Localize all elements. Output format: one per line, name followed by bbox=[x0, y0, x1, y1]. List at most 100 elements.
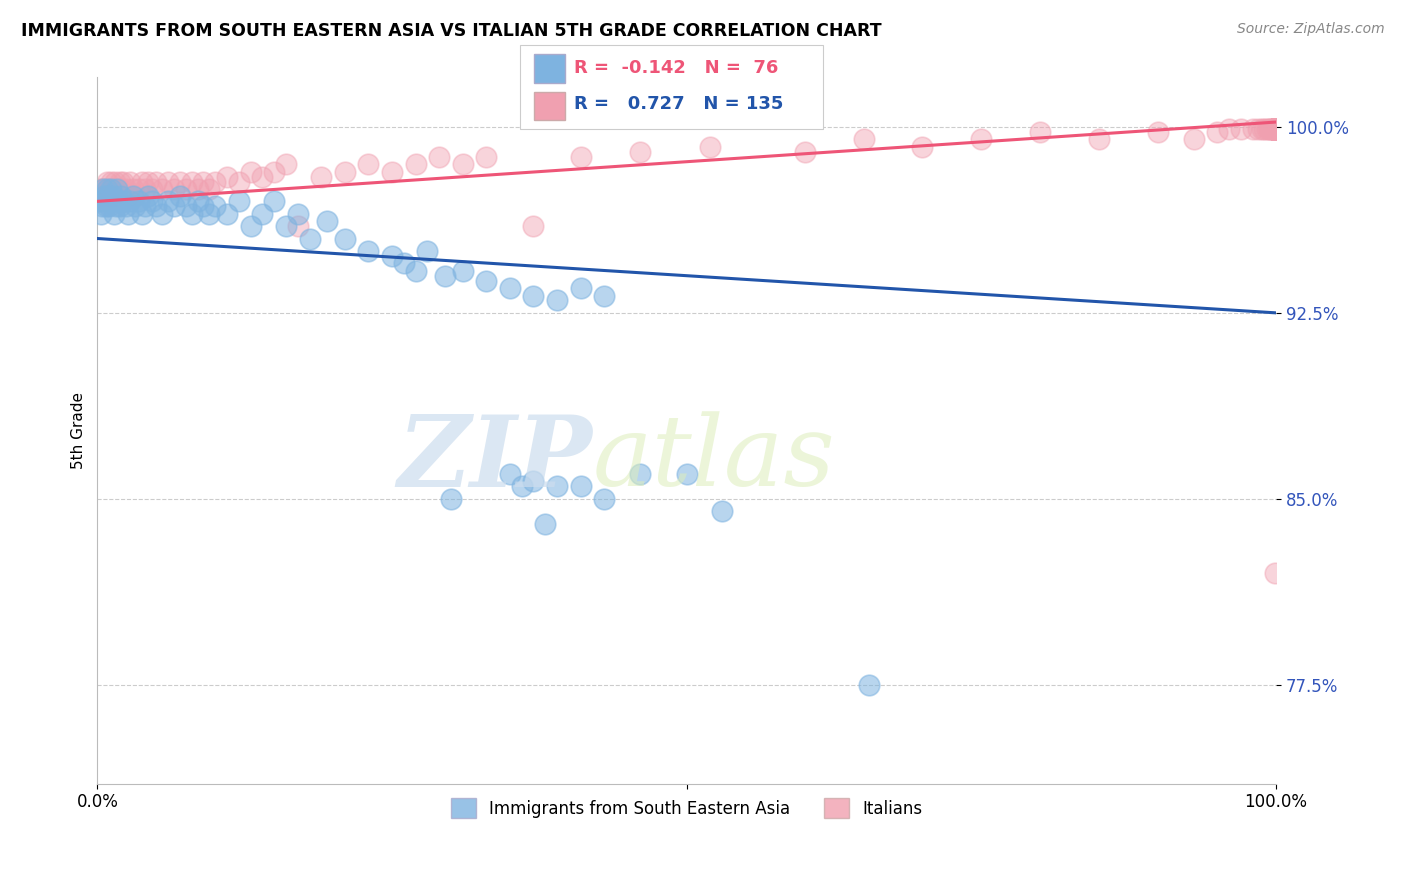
Point bbox=[522, 475, 544, 489]
Point bbox=[110, 189, 132, 203]
Point bbox=[1218, 122, 1240, 136]
Point bbox=[180, 207, 202, 221]
Point bbox=[1264, 122, 1286, 136]
Point bbox=[1264, 122, 1286, 136]
Point bbox=[1206, 125, 1229, 139]
Point bbox=[1264, 122, 1286, 136]
Point bbox=[1264, 122, 1286, 136]
Point bbox=[1247, 122, 1270, 136]
Point bbox=[136, 189, 159, 203]
Point bbox=[180, 175, 202, 189]
Point bbox=[104, 175, 127, 189]
Point bbox=[98, 199, 121, 213]
Point bbox=[1260, 122, 1282, 136]
Point bbox=[1264, 122, 1286, 136]
Point bbox=[1264, 122, 1286, 136]
Point bbox=[546, 479, 568, 493]
Point bbox=[1264, 122, 1286, 136]
Text: ZIP: ZIP bbox=[398, 410, 592, 507]
Point bbox=[569, 479, 592, 493]
Point bbox=[475, 150, 498, 164]
Point bbox=[1264, 122, 1286, 136]
Point bbox=[145, 175, 167, 189]
Point bbox=[1264, 122, 1286, 136]
Point bbox=[381, 164, 404, 178]
Point bbox=[97, 182, 120, 196]
Point bbox=[93, 182, 115, 196]
Point bbox=[316, 214, 339, 228]
Point bbox=[174, 182, 197, 196]
Point bbox=[91, 199, 114, 213]
Point bbox=[434, 268, 457, 283]
Point bbox=[1264, 122, 1286, 136]
Point bbox=[1229, 122, 1251, 136]
Point bbox=[970, 132, 993, 146]
Point bbox=[112, 194, 135, 209]
Point bbox=[105, 189, 128, 203]
Text: atlas: atlas bbox=[592, 411, 835, 507]
Point bbox=[628, 145, 651, 159]
Point bbox=[311, 169, 333, 184]
Point bbox=[1264, 122, 1286, 136]
Point bbox=[128, 182, 150, 196]
Point bbox=[1251, 122, 1274, 136]
Point bbox=[228, 175, 250, 189]
Point bbox=[593, 288, 616, 302]
Point bbox=[1264, 122, 1286, 136]
Point bbox=[108, 175, 131, 189]
Point bbox=[699, 140, 721, 154]
Point bbox=[1263, 122, 1285, 136]
Point bbox=[440, 491, 463, 506]
Point bbox=[1264, 122, 1286, 136]
Point bbox=[141, 194, 163, 209]
Point bbox=[124, 189, 146, 203]
Point bbox=[94, 189, 117, 203]
Point bbox=[510, 479, 533, 493]
Point bbox=[1263, 122, 1285, 136]
Point bbox=[1264, 122, 1286, 136]
Point bbox=[499, 467, 522, 481]
Point bbox=[522, 288, 544, 302]
Text: R =  -0.142   N =  76: R = -0.142 N = 76 bbox=[574, 59, 778, 77]
Point bbox=[157, 175, 180, 189]
Point bbox=[169, 175, 191, 189]
Point bbox=[1263, 122, 1285, 136]
Point bbox=[174, 199, 197, 213]
Point bbox=[100, 182, 122, 196]
Point bbox=[499, 281, 522, 295]
Point bbox=[793, 145, 815, 159]
Point bbox=[252, 207, 274, 221]
Point bbox=[546, 293, 568, 308]
Point bbox=[287, 219, 309, 234]
Point bbox=[1253, 122, 1275, 136]
Point bbox=[1264, 122, 1286, 136]
Point bbox=[239, 219, 262, 234]
Point bbox=[163, 182, 186, 196]
Point bbox=[1264, 122, 1286, 136]
Point bbox=[93, 189, 115, 203]
Point bbox=[204, 175, 226, 189]
Point bbox=[1264, 122, 1286, 136]
Point bbox=[98, 189, 121, 203]
Point bbox=[101, 189, 124, 203]
Point bbox=[1264, 122, 1286, 136]
Point bbox=[193, 175, 215, 189]
Point bbox=[1264, 122, 1286, 136]
Point bbox=[157, 194, 180, 209]
Point bbox=[1241, 122, 1264, 136]
Point bbox=[107, 194, 129, 209]
Point bbox=[91, 194, 114, 209]
Point bbox=[1264, 122, 1286, 136]
Point bbox=[96, 182, 118, 196]
Point bbox=[1256, 122, 1278, 136]
Point bbox=[357, 244, 380, 258]
Point bbox=[416, 244, 439, 258]
Point bbox=[858, 677, 880, 691]
Point bbox=[381, 249, 404, 263]
Point bbox=[333, 164, 356, 178]
Point bbox=[1264, 122, 1286, 136]
Point bbox=[475, 274, 498, 288]
Point bbox=[1264, 122, 1286, 136]
Point bbox=[1088, 132, 1111, 146]
Point bbox=[333, 231, 356, 245]
